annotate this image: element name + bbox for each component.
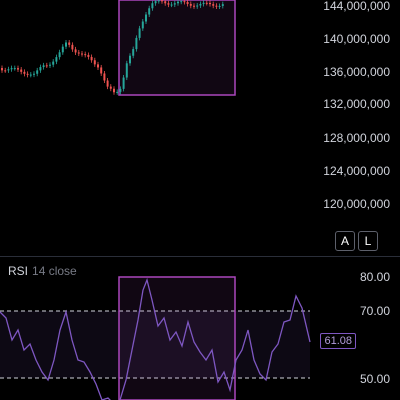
candle-body — [161, 0, 163, 2]
candle-body — [212, 4, 215, 6]
price-highlight-box[interactable] — [118, 0, 236, 96]
candle-body — [1, 68, 3, 71]
candle-body — [84, 54, 87, 56]
candle-body — [42, 65, 45, 68]
price-axis-label: 144,000,000 — [323, 0, 390, 13]
candle-body — [10, 68, 13, 70]
candle-body — [189, 3, 192, 6]
candle-body — [23, 71, 26, 74]
candle-body — [106, 80, 109, 87]
price-axis-label: 128,000,000 — [323, 131, 390, 145]
candle-body — [164, 1, 167, 4]
rsi-indicator-name: RSI — [8, 264, 29, 278]
candle-body — [7, 69, 10, 71]
candle-body — [36, 70, 39, 74]
candle-body — [100, 67, 103, 74]
candle-body — [13, 68, 16, 70]
candle-body — [180, 1, 183, 3]
candle-body — [132, 49, 135, 56]
candle-body — [157, 0, 160, 2]
candle-body — [218, 5, 221, 7]
candle-body — [93, 60, 96, 65]
candle-body — [74, 49, 77, 53]
price-axis-label: 136,000,000 — [323, 65, 390, 79]
candle-body — [20, 69, 23, 72]
candle-body — [119, 88, 122, 92]
candle-body — [68, 42, 71, 45]
rsi-current-value-badge: 61.08 — [320, 333, 356, 349]
candle-body — [122, 77, 125, 89]
candle-body — [90, 56, 93, 61]
candle-body — [55, 57, 58, 62]
rsi-highlight-box[interactable] — [118, 276, 236, 400]
candle-body — [45, 65, 48, 67]
candle-body — [97, 64, 99, 68]
candle-body — [58, 52, 61, 58]
auto-scale-button[interactable]: A — [335, 231, 355, 251]
price-axis-label: 132,000,000 — [323, 97, 390, 111]
candle-body — [186, 2, 189, 4]
candle-body — [109, 86, 112, 89]
candle-body — [202, 2, 205, 4]
candle-body — [141, 21, 144, 29]
log-scale-button[interactable]: L — [358, 231, 378, 251]
candle-body — [215, 5, 218, 7]
candle-body — [170, 4, 173, 6]
candle-body — [77, 52, 80, 54]
candle-body — [138, 28, 141, 38]
candle-body — [205, 2, 208, 4]
candle-body — [196, 5, 199, 7]
rsi-line — [0, 277, 311, 400]
rsi-axis-label: 70.00 — [359, 304, 390, 318]
pane-divider[interactable] — [0, 256, 400, 257]
candle-body — [116, 91, 119, 93]
rsi-axis-label: 80.00 — [359, 270, 390, 284]
candle-body — [4, 70, 7, 72]
rsi-legend[interactable]: RSI 14 close — [8, 264, 77, 278]
candle-body — [81, 53, 83, 55]
candle-body — [209, 2, 211, 5]
candle-body — [129, 55, 131, 64]
candle-body — [148, 8, 151, 15]
candle-body — [26, 73, 29, 75]
candle-body — [154, 1, 157, 4]
candle-body — [39, 67, 42, 71]
price-axis-label: 120,000,000 — [323, 197, 390, 211]
candle-body — [71, 44, 74, 50]
candle-body — [173, 3, 176, 5]
candle-body — [113, 88, 115, 93]
price-axis-label: 140,000,000 — [323, 32, 390, 46]
candle-body — [183, 1, 186, 3]
candle-body — [87, 54, 90, 57]
candle-body — [29, 74, 32, 76]
candle-body — [125, 63, 128, 78]
candle-body — [103, 73, 106, 81]
rsi-axis-label: 50.00 — [359, 372, 390, 386]
price-axis-label: 124,000,000 — [323, 164, 390, 178]
rsi-indicator-params: 14 close — [32, 264, 77, 278]
candle-body — [193, 5, 195, 7]
candlestick-series — [1, 0, 224, 95]
candle-body — [199, 3, 202, 6]
candle-body — [52, 61, 55, 65]
candle-body — [145, 14, 147, 22]
candle-body — [221, 4, 224, 6]
candle-body — [65, 42, 67, 47]
candle-body — [167, 3, 170, 5]
candle-body — [151, 3, 154, 9]
candle-body — [135, 37, 138, 50]
candle-body — [33, 73, 35, 75]
candle-body — [49, 64, 51, 66]
candle-body — [61, 46, 64, 53]
candle-body — [177, 1, 179, 4]
candle-body — [17, 68, 19, 70]
